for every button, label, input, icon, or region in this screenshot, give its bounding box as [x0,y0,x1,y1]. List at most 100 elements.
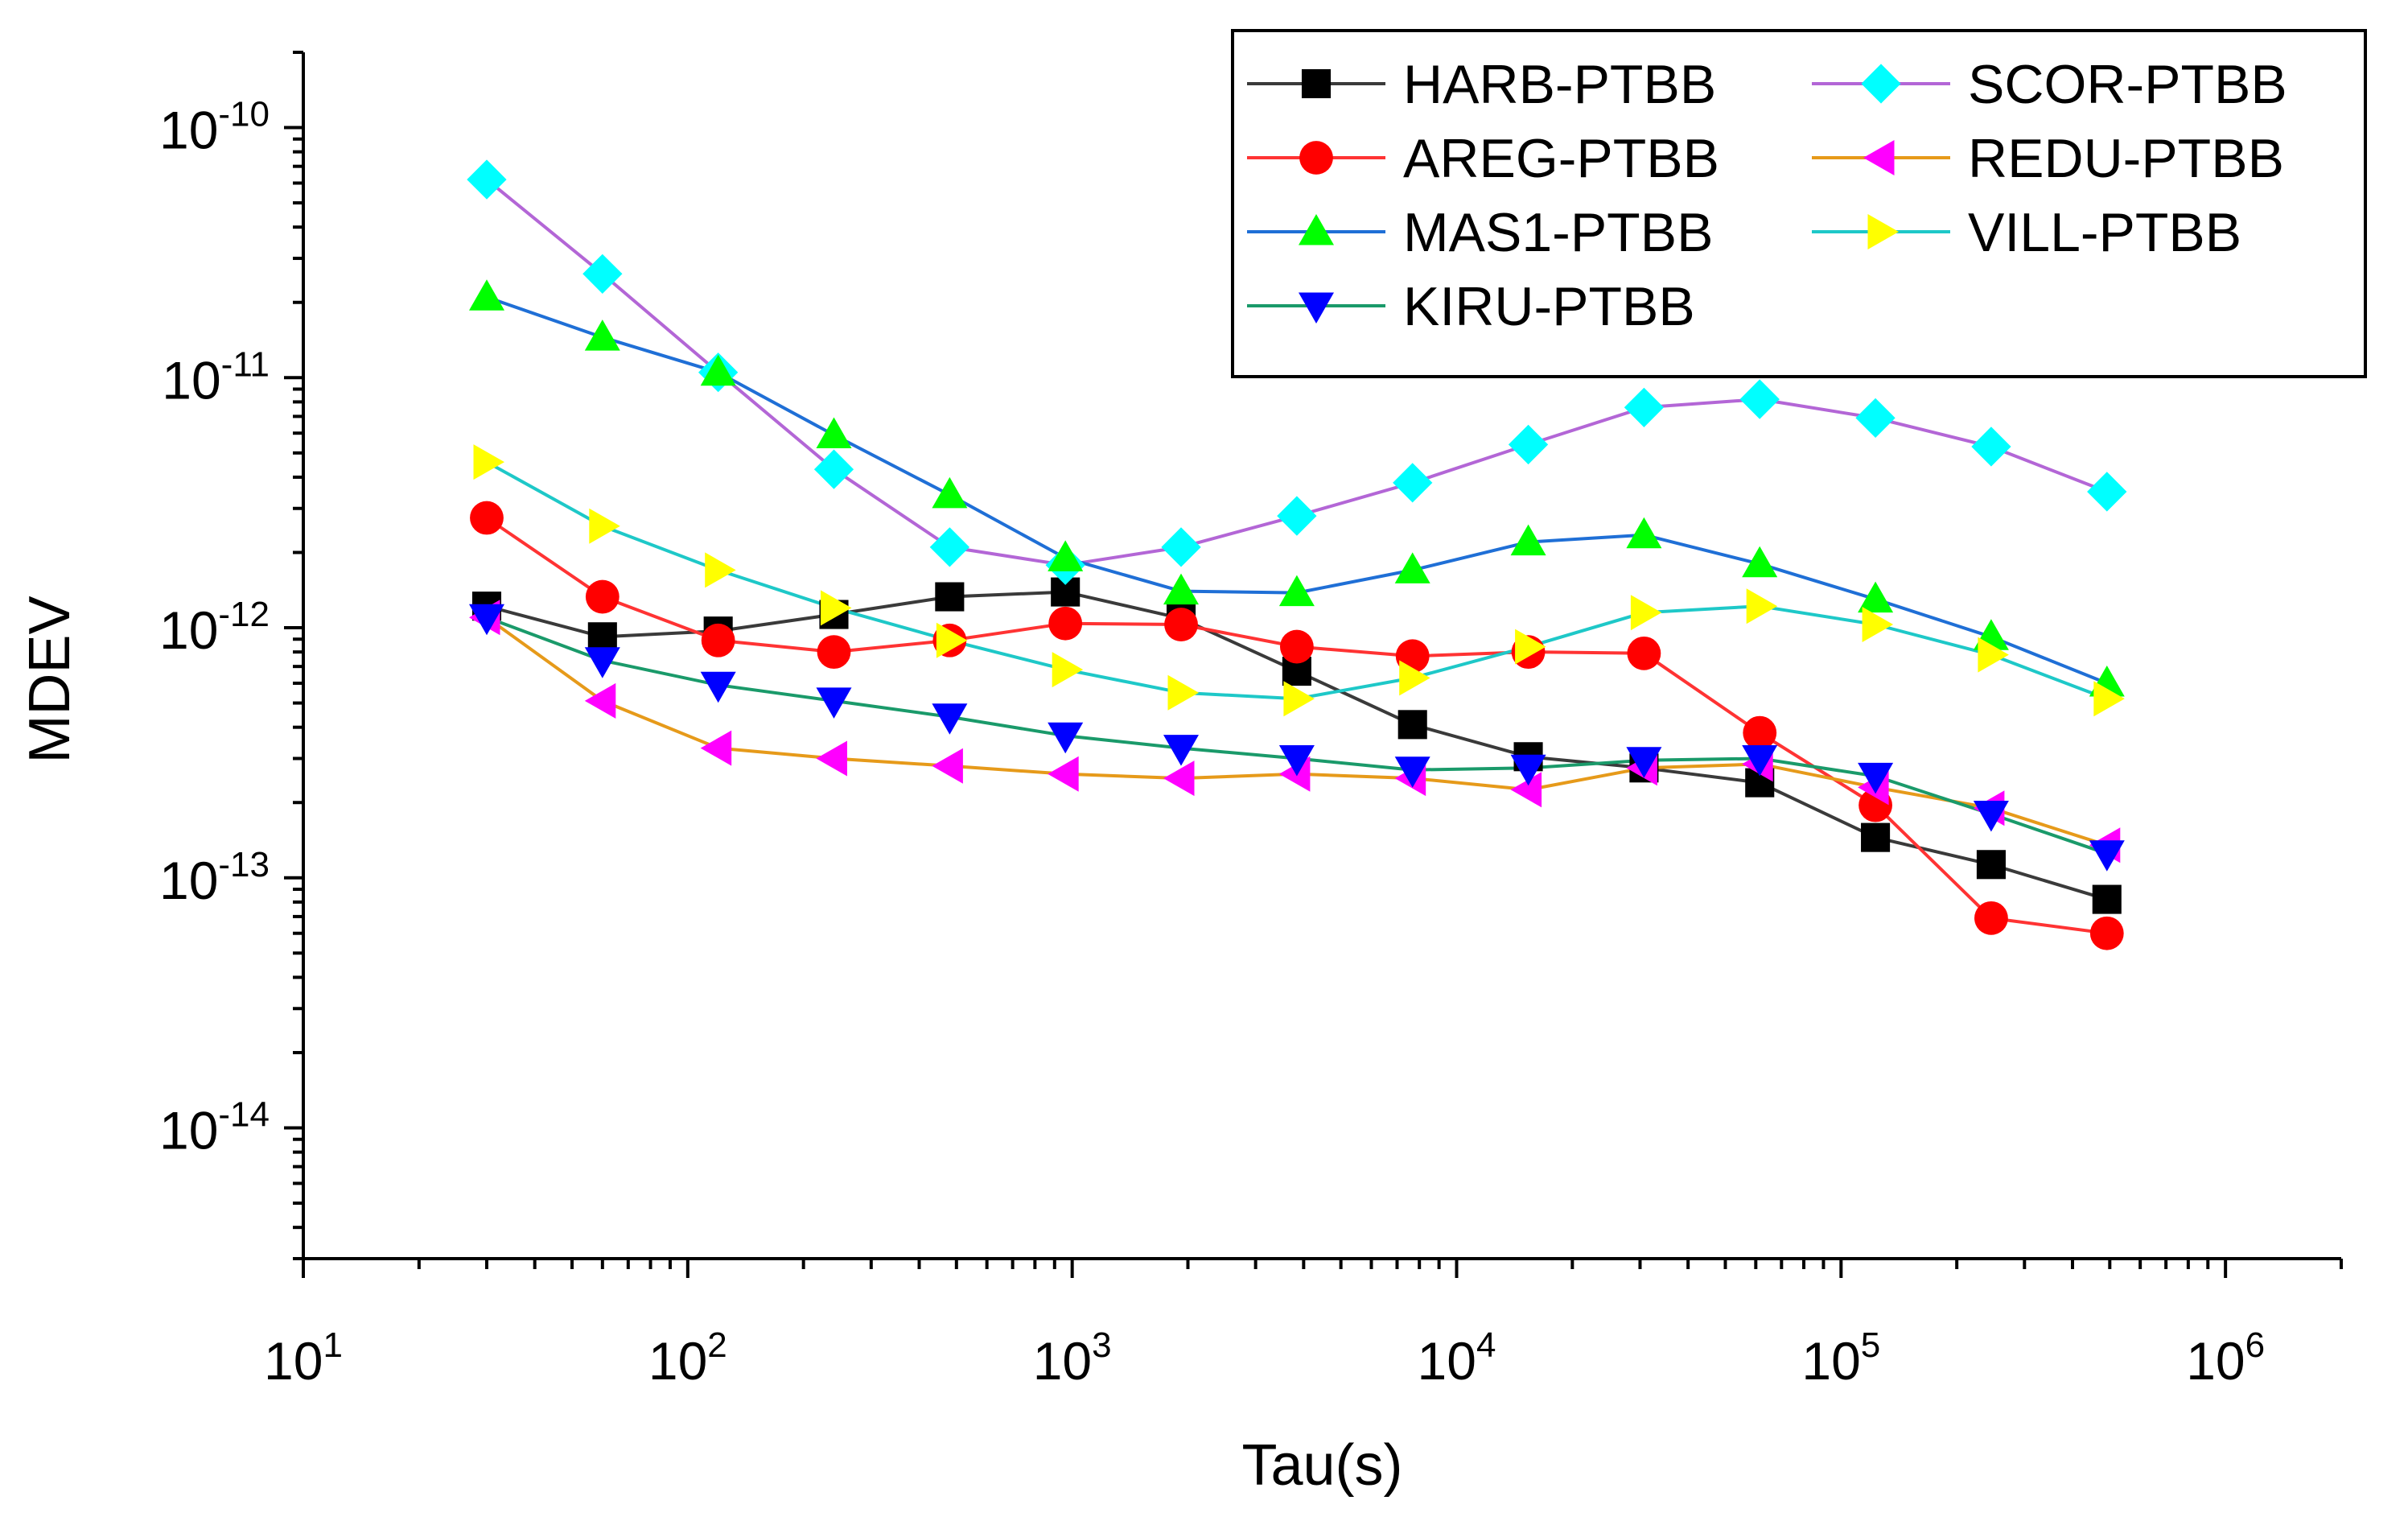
data-point-mas1-ptbb [932,476,968,509]
x-tick-label: 106 [2186,1325,2265,1391]
data-point-kiru-ptbb [2089,840,2125,872]
x-tick-label-exponent: 1 [323,1325,342,1365]
x-tick-label: 102 [648,1325,727,1391]
data-point-vill-ptbb [2093,681,2125,717]
data-point-kiru-ptbb [1163,735,1199,766]
data-point-mas1-ptbb [1858,581,1894,613]
legend-marker-scor-ptbb [1861,64,1901,104]
y-tick-label-base: 10 [159,1101,218,1160]
data-point-vill-ptbb [1862,607,1894,642]
data-point-mas1-ptbb [1163,573,1199,605]
data-point-areg-ptbb [701,623,735,657]
data-point-kiru-ptbb [1048,722,1084,754]
data-point-mas1-ptbb [1626,517,1662,549]
data-point-kiru-ptbb [1626,747,1662,778]
legend: HARB-PTBB SCOR-PTBB AREG-PTBB REDU-PTBB MAS1… [1231,29,2367,378]
series-markers-vill-ptbb [473,444,2125,717]
legend-marker-kiru-ptbb [1299,292,1334,324]
data-point-vill-ptbb [821,590,852,626]
x-tick-label-base: 10 [264,1331,323,1391]
x-tick-label-exponent: 3 [1092,1325,1111,1365]
data-point-mas1-ptbb [700,354,736,386]
plot-layer [467,159,2127,950]
data-point-scor-ptbb [929,527,969,567]
y-tick-label-exponent: -13 [218,845,270,884]
data-point-kiru-ptbb [1742,745,1778,777]
data-point-scor-ptbb [1855,398,1896,438]
data-point-vill-ptbb [589,508,620,544]
data-point-scor-ptbb [1277,496,1317,536]
legend-label-redu-ptbb: REDU-PTBB [1968,128,2284,189]
data-point-vill-ptbb [1052,652,1084,688]
x-tick-label: 105 [1801,1325,1880,1391]
data-point-redu-ptbb [1048,756,1079,792]
data-point-kiru-ptbb [1973,801,2009,832]
legend-label-kiru-ptbb: KIRU-PTBB [1403,276,1695,337]
x-tick-label-exponent: 2 [707,1325,727,1365]
data-point-kiru-ptbb [1394,756,1430,788]
x-tick-label-base: 10 [1801,1331,1860,1391]
data-point-kiru-ptbb [469,604,504,636]
legend-item-areg-ptbb: AREG-PTBB [1247,128,1719,189]
y-tick-label: 10-12 [159,595,270,660]
data-point-mas1-ptbb [1048,540,1084,571]
legend-marker-redu-ptbb [1863,140,1895,175]
data-point-kiru-ptbb [932,703,968,735]
legend-marker-mas1-ptbb [1299,214,1334,245]
legend-label-mas1-ptbb: MAS1-PTBB [1403,202,1713,263]
x-tick-label-exponent: 6 [2245,1325,2265,1365]
data-point-kiru-ptbb [1510,754,1546,786]
data-point-kiru-ptbb [1278,745,1315,777]
data-point-harb-ptbb [1397,710,1427,740]
data-point-areg-ptbb [1974,901,2008,935]
data-point-areg-ptbb [585,579,619,614]
data-point-mas1-ptbb [584,319,620,351]
data-point-vill-ptbb [1978,637,2009,673]
y-tick-label: 10-13 [159,845,270,910]
data-point-areg-ptbb [1743,715,1777,750]
legend-item-vill-ptbb: VILL-PTBB [1812,202,2241,263]
legend-item-harb-ptbb: HARB-PTBB [1247,54,1716,115]
x-tick-label: 101 [264,1325,343,1391]
y-tick-label-exponent: -14 [218,1095,270,1135]
legend-item-scor-ptbb: SCOR-PTBB [1812,54,2287,115]
data-point-mas1-ptbb [469,279,504,311]
x-tick-label-exponent: 4 [1476,1325,1496,1365]
data-point-areg-ptbb [1048,606,1083,641]
data-point-scor-ptbb [1508,424,1549,465]
data-point-areg-ptbb [1627,636,1661,670]
y-tick-label-exponent: -12 [218,595,270,634]
data-point-areg-ptbb [1164,608,1198,641]
legend-item-redu-ptbb: REDU-PTBB [1812,128,2284,189]
data-point-harb-ptbb [1861,822,1891,852]
data-point-areg-ptbb [817,635,851,670]
data-point-redu-ptbb [584,682,616,719]
data-point-harb-ptbb [935,582,965,612]
data-point-vill-ptbb [1515,629,1546,665]
legend-label-scor-ptbb: SCOR-PTBB [1968,54,2287,115]
data-point-scor-ptbb [1624,387,1664,427]
data-point-kiru-ptbb [700,671,736,703]
data-point-scor-ptbb [813,449,854,489]
data-point-vill-ptbb [705,552,736,588]
x-tick-label: 103 [1033,1325,1112,1391]
legend-marker-areg-ptbb [1299,141,1333,175]
series-markers-scor-ptbb [467,159,2127,585]
data-point-vill-ptbb [1283,681,1315,717]
x-tick-label: 104 [1418,1325,1496,1391]
legend-box [1231,29,2367,378]
x-tick-label-base: 10 [1033,1331,1092,1391]
data-point-vill-ptbb [1167,674,1199,711]
y-tick-label-exponent: -11 [221,344,270,384]
data-point-scor-ptbb [1971,427,2011,467]
data-point-harb-ptbb [2092,884,2122,914]
y-tick-label: 10-11 [162,344,270,410]
data-point-scor-ptbb [467,159,507,200]
data-point-vill-ptbb [936,622,968,658]
axes-layer: 101 102 103 104 105 10610-1410-1310-1210-1110… [18,51,2343,1498]
data-point-scor-ptbb [2087,472,2127,512]
y-tick-label-base: 10 [159,600,218,660]
data-point-vill-ptbb [1746,588,1778,624]
